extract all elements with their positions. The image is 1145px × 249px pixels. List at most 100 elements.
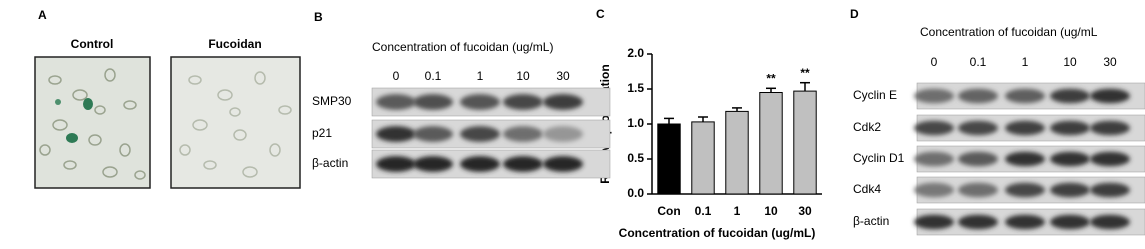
x-tick-label: 1 [734, 204, 741, 218]
lane-label: 1 [1022, 55, 1029, 69]
protein-label: SMP30 [312, 94, 352, 108]
lane-label: 0.1 [425, 69, 442, 83]
band [914, 120, 954, 136]
band [503, 156, 543, 172]
blot-strip [371, 119, 611, 149]
band [1090, 214, 1130, 230]
band [1050, 151, 1090, 167]
bar [691, 121, 715, 195]
lane-label: 30 [1103, 55, 1117, 69]
blot-strip [914, 114, 1145, 142]
band [543, 126, 583, 142]
image-caption: Fucoidan [208, 37, 261, 51]
band [460, 126, 500, 142]
y-tick-label: 1.0 [627, 116, 644, 130]
band [914, 214, 954, 230]
band [413, 156, 453, 172]
band [413, 94, 453, 110]
bar [657, 123, 681, 195]
band [460, 156, 500, 172]
image-caption: Control [71, 37, 114, 51]
band [1050, 88, 1090, 104]
blot-strip [914, 145, 1145, 173]
band [1050, 120, 1090, 136]
blot-strip [914, 82, 1145, 110]
protein-label: Cdk4 [853, 182, 881, 196]
protein-label: Cyclin D1 [853, 151, 905, 165]
x-tick-label: Con [657, 204, 680, 218]
x-tick-label: 10 [764, 204, 778, 218]
blot-strip [914, 176, 1145, 204]
band [543, 94, 583, 110]
bar [759, 92, 783, 195]
lane-label: 0.1 [970, 55, 987, 69]
band [958, 151, 998, 167]
blot-strip [371, 87, 611, 117]
band [958, 88, 998, 104]
y-tick-label: 1.5 [627, 81, 644, 95]
protein-label: β-actin [312, 156, 348, 170]
band [914, 151, 954, 167]
band [503, 94, 543, 110]
error-bar [766, 87, 776, 93]
x-tick-label: 0.1 [695, 204, 712, 218]
lane-label: 10 [1063, 55, 1077, 69]
error-bar [664, 117, 674, 124]
significance-mark: ** [800, 66, 810, 80]
x-tick-label: 30 [798, 204, 812, 218]
lane-label: 30 [556, 69, 570, 83]
bar [793, 90, 817, 195]
error-bar [698, 116, 708, 122]
band [914, 88, 954, 104]
band [1005, 214, 1045, 230]
panel-label: A [38, 8, 47, 22]
x-axis-label: Concentration of fucoidan (ug/mL) [619, 226, 816, 240]
protein-label: Cyclin E [853, 88, 897, 102]
panel-label: C [596, 7, 605, 21]
protein-label: Cdk2 [853, 120, 881, 134]
band [1005, 120, 1045, 136]
band [376, 156, 416, 172]
band [1090, 151, 1130, 167]
band [376, 94, 416, 110]
y-tick-label: 0.0 [627, 186, 644, 200]
band [503, 126, 543, 142]
band [958, 214, 998, 230]
band [543, 156, 583, 172]
blot-strip [914, 208, 1145, 236]
band [413, 126, 453, 142]
blot-header: Concentration of fucoidan (ug/mL [920, 25, 1098, 39]
band [958, 182, 998, 198]
micrograph [170, 56, 301, 189]
blot-header: Concentration of fucoidan (ug/mL) [372, 40, 553, 54]
significance-mark: ** [766, 71, 776, 85]
lane-label: 1 [477, 69, 484, 83]
panel-label: D [850, 7, 859, 21]
band [1050, 182, 1090, 198]
error-bar [732, 107, 742, 112]
bar [725, 110, 749, 195]
band [958, 120, 998, 136]
micrograph [34, 56, 151, 189]
band [1090, 120, 1130, 136]
band [1090, 88, 1130, 104]
band [1050, 214, 1090, 230]
band [1090, 182, 1130, 198]
band [1005, 151, 1045, 167]
y-tick-label: 0.5 [627, 151, 644, 165]
protein-label: p21 [312, 126, 332, 140]
panel-label: B [314, 10, 323, 24]
band [1005, 88, 1045, 104]
band [376, 126, 416, 142]
blot-strip [371, 149, 611, 179]
band [460, 94, 500, 110]
error-bar [800, 81, 810, 92]
y-tick-label: 2.0 [627, 46, 644, 60]
lane-label: 0 [931, 55, 938, 69]
band [914, 182, 954, 198]
lane-label: 10 [516, 69, 530, 83]
lane-label: 0 [393, 69, 400, 83]
protein-label: β-actin [853, 214, 889, 228]
band [1005, 182, 1045, 198]
